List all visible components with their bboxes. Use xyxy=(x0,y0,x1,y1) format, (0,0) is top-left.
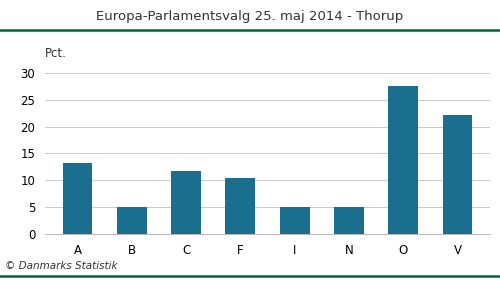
Bar xyxy=(388,86,418,234)
Bar xyxy=(171,171,201,234)
Bar xyxy=(442,115,472,234)
Bar xyxy=(226,178,256,234)
Text: Europa-Parlamentsvalg 25. maj 2014 - Thorup: Europa-Parlamentsvalg 25. maj 2014 - Tho… xyxy=(96,10,404,23)
Bar xyxy=(334,207,364,234)
Bar xyxy=(117,207,147,234)
Bar xyxy=(280,207,310,234)
Bar xyxy=(62,162,92,234)
Text: © Danmarks Statistik: © Danmarks Statistik xyxy=(5,261,117,271)
Text: Pct.: Pct. xyxy=(45,47,67,60)
